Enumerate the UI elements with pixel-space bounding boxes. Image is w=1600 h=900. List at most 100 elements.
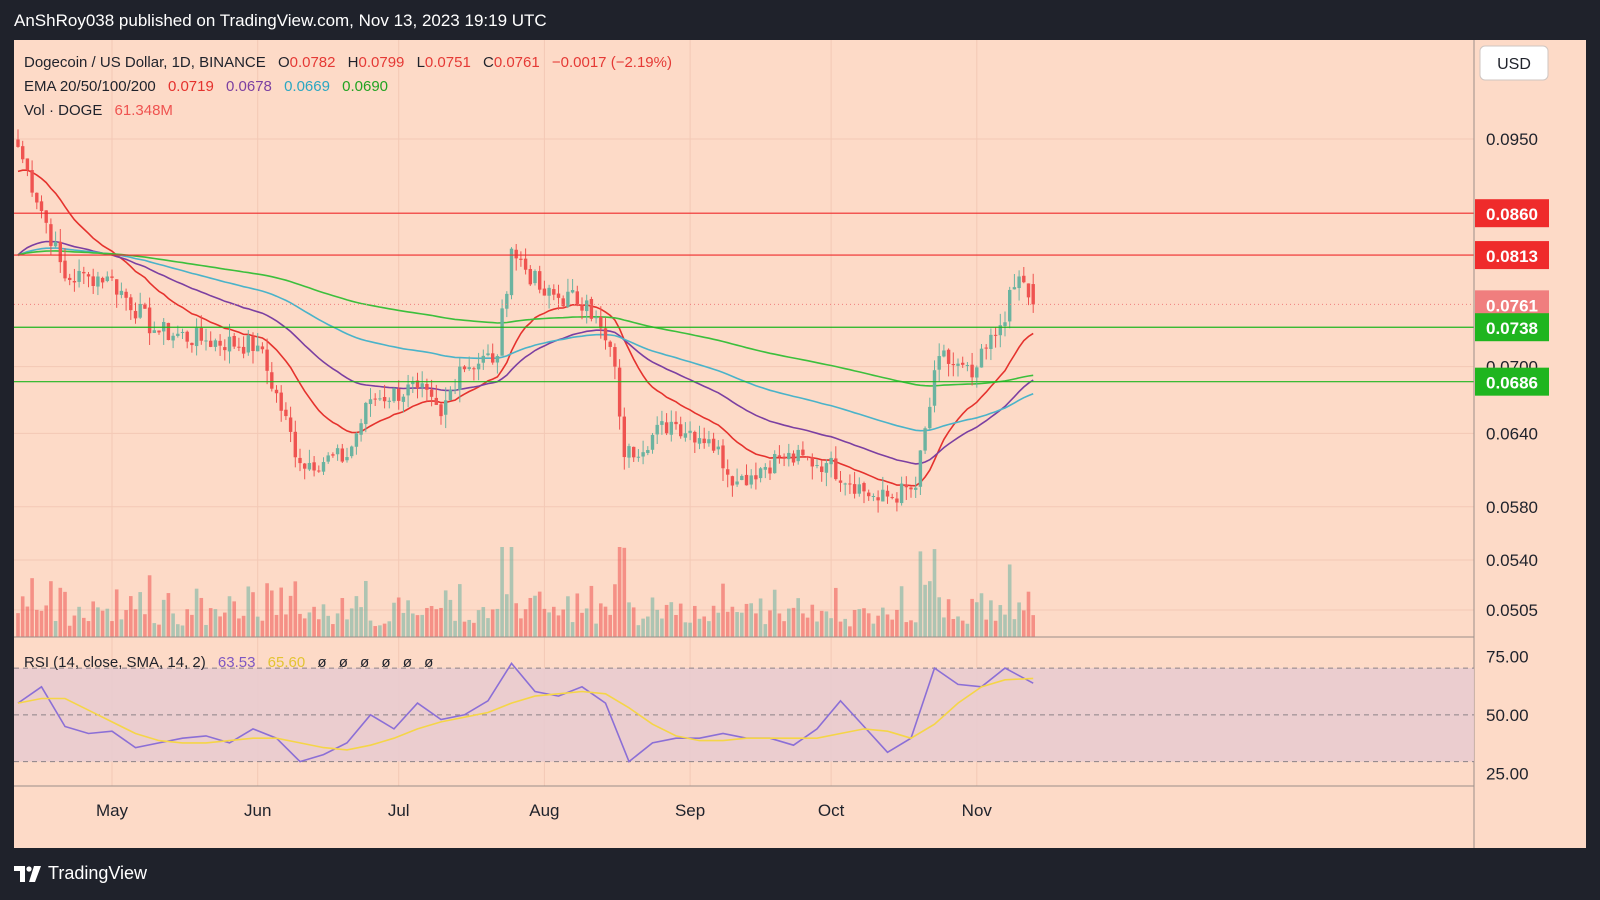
candle-body: [669, 421, 673, 435]
tradingview-logo[interactable]: TradingView: [14, 863, 147, 884]
candle-body: [984, 347, 988, 349]
volume-bar: [411, 613, 415, 637]
candle-body: [241, 346, 246, 354]
volume-bar: [763, 624, 768, 637]
volume-bar: [237, 618, 241, 637]
candle-body: [105, 276, 109, 282]
rsi-tick-label: 50.00: [1486, 706, 1529, 725]
candle-body: [608, 341, 612, 347]
volume-bar: [110, 621, 114, 637]
candle-body: [857, 484, 861, 494]
volume-bar: [476, 610, 481, 637]
candles[interactable]: [16, 129, 1035, 513]
candle-body: [622, 416, 626, 458]
volume-bar: [349, 608, 354, 637]
volume-bar: [622, 547, 627, 637]
candle-body: [185, 331, 189, 342]
candle-body: [740, 475, 744, 481]
chart-frame[interactable]: 0.0950 0.0700 0.0640 0.0580 0.0540 0.0505 0.08…: [14, 40, 1586, 848]
volume-bar: [63, 591, 67, 637]
volume-bar: [415, 615, 420, 637]
volume-bar: [942, 617, 946, 637]
candle-body: [307, 462, 312, 470]
volume-bar: [627, 602, 631, 637]
candle-body: [688, 430, 692, 433]
candle-body: [838, 480, 843, 483]
volume-bar: [260, 620, 265, 637]
volume-bar: [204, 624, 208, 637]
volume-bar: [364, 580, 368, 637]
rsi-placeholder: ø: [424, 654, 433, 671]
candle-body: [115, 279, 119, 295]
candle-body: [58, 241, 62, 263]
candle-body: [834, 458, 838, 480]
candle-body: [44, 210, 48, 223]
volume-bar: [86, 621, 91, 637]
candle-body: [744, 474, 749, 486]
candle-body: [1003, 322, 1007, 327]
volume-bar: [918, 551, 923, 637]
volume-bar: [190, 614, 194, 637]
legend: Dogecoin / US Dollar, 1D, BINANCE O0.078…: [24, 54, 672, 671]
time-tick-label: Sep: [675, 801, 705, 820]
candle-body: [627, 446, 631, 458]
volume-bar: [1007, 564, 1012, 637]
legend-ema20: 0.0719: [168, 78, 214, 95]
volume-bar: [594, 623, 598, 637]
legend-row-volume: Vol · DOGE 61.348M: [24, 102, 173, 119]
volume-bar: [251, 592, 255, 637]
candle-body: [773, 454, 777, 474]
legend-ema50: 0.0678: [226, 78, 272, 95]
time-axis[interactable]: May Jun Jul Aug Sep Oct Nov: [96, 801, 992, 820]
candle-body: [979, 348, 984, 368]
volume-bar: [533, 595, 537, 637]
volume-bar: [448, 599, 453, 637]
candle-body: [16, 139, 20, 147]
candle-body: [429, 389, 434, 397]
currency-label: USD: [1497, 56, 1531, 73]
currency-button[interactable]: USD: [1479, 45, 1549, 81]
candle-body: [30, 170, 34, 193]
volume-bar: [509, 547, 514, 637]
volume-bar: [58, 587, 63, 637]
ema-line-ema100: [17, 247, 1034, 432]
legend-close: 0.0761: [494, 54, 540, 71]
candle-body: [617, 367, 622, 417]
volume-bar: [255, 616, 260, 637]
candle-body: [528, 268, 532, 285]
legend-low-label: L: [417, 54, 425, 71]
candle-body: [946, 349, 951, 364]
candle-body: [39, 201, 44, 212]
price-axis[interactable]: 0.09500.07000.06400.05800.05400.05050.08…: [1475, 130, 1549, 620]
rsi-line: [17, 662, 1034, 763]
candle-body: [603, 328, 608, 341]
volume-bar: [519, 618, 523, 637]
candle-body: [303, 463, 307, 469]
candle-body: [810, 457, 814, 467]
candle-body: [378, 398, 382, 400]
candle-body: [664, 422, 669, 434]
volume-bar: [453, 620, 457, 637]
volume-bar: [223, 612, 227, 637]
candle-body: [791, 453, 796, 463]
price-lines: [14, 212, 1474, 383]
candle-body: [702, 438, 706, 444]
volume-bar: [862, 608, 866, 637]
rsi-tick-label: 75.00: [1486, 647, 1529, 666]
volume-bar: [984, 619, 988, 637]
volume-bar: [599, 603, 603, 637]
candle-body: [415, 380, 420, 389]
volume-bar: [674, 614, 678, 637]
volume-bar: [777, 613, 782, 637]
price-tag: [1475, 367, 1549, 396]
volume-bar: [758, 598, 763, 637]
volume-bar: [157, 624, 161, 637]
candle-body: [133, 310, 138, 319]
candle-body: [613, 347, 617, 367]
price-chart[interactable]: 0.09500.07000.06400.05800.05400.05050.08…: [14, 40, 1586, 848]
candle-body: [350, 446, 354, 457]
candle-body: [387, 400, 391, 402]
legend-vol-label: Vol · DOGE: [24, 102, 102, 119]
volume-bar: [312, 606, 316, 637]
volume-bar: [232, 601, 236, 637]
